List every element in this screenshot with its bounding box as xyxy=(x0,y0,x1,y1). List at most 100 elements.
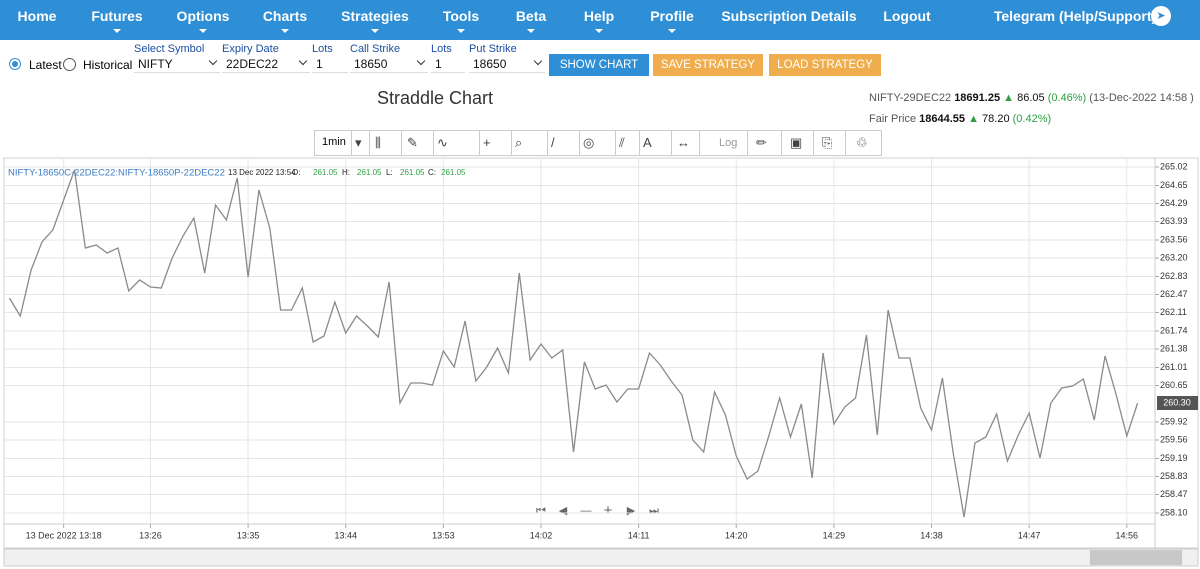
zoom-out-button[interactable]: — xyxy=(581,505,592,517)
nav-caret xyxy=(281,29,289,33)
input-box[interactable]: 1 xyxy=(431,55,465,73)
select-box[interactable]: 18650 xyxy=(350,55,428,73)
y-tick-label: 260.65 xyxy=(1160,380,1188,390)
nav-item[interactable]: Beta xyxy=(515,8,547,24)
toolbar-divider xyxy=(699,131,700,155)
x-tick-label: 14:29 xyxy=(823,530,846,540)
toolbar-icon[interactable]: ⌕ xyxy=(515,135,523,150)
nav-item[interactable]: Telegram (Help/Support) xyxy=(993,8,1157,24)
zoom-in-button[interactable]: + xyxy=(604,502,613,519)
radio-label: Historical xyxy=(83,58,133,72)
telegram-icon: ➤ xyxy=(1151,6,1171,26)
radio-label: Latest xyxy=(29,58,62,72)
x-tick-label: 14:02 xyxy=(530,530,553,540)
legend-ohlc-label: C: xyxy=(428,168,436,177)
toolbar-icon[interactable]: ◎ xyxy=(583,135,595,150)
fair-change: 78.20 xyxy=(982,113,1010,125)
radio-historical[interactable] xyxy=(63,58,76,71)
toolbar-divider xyxy=(813,131,814,155)
nav-item[interactable]: Tools xyxy=(442,8,480,24)
toolbar-icon[interactable]: ▣ xyxy=(790,135,803,150)
up-arrow: ▲ xyxy=(1003,92,1015,104)
toolbar-icon[interactable]: ⎘ xyxy=(822,135,833,150)
legend-ohlc-label: O: xyxy=(292,168,300,177)
fair-price: 18644.55 xyxy=(919,113,966,125)
y-tick-label: 261.74 xyxy=(1160,325,1188,335)
scrollbar[interactable] xyxy=(3,548,1199,567)
load-strategy-button[interactable]: LOAD STRATEGY xyxy=(769,54,881,76)
select-box[interactable]: NIFTY xyxy=(134,55,220,73)
radio-latest[interactable] xyxy=(9,58,21,70)
show-chart-button[interactable]: SHOW CHART xyxy=(549,54,649,76)
nav-item[interactable]: Logout xyxy=(883,8,931,24)
x-tick-label: 14:11 xyxy=(628,530,650,540)
x-tick-label: 14:20 xyxy=(725,530,748,540)
y-tick-label: 263.93 xyxy=(1160,216,1188,226)
toolbar-divider xyxy=(615,131,616,155)
nav-item[interactable]: Options xyxy=(176,8,230,24)
toolbar-icon[interactable]: A xyxy=(643,135,652,150)
toolbar-divider xyxy=(639,131,640,155)
quote-change: 86.05 xyxy=(1017,92,1045,104)
next-button[interactable]: ▶ xyxy=(627,505,636,517)
y-tick-label: 262.83 xyxy=(1160,271,1188,281)
toolbar-icon[interactable]: ⫼ xyxy=(375,135,381,150)
y-tick-label: 259.56 xyxy=(1160,434,1188,444)
quote-line: NIFTY-29DEC22 18691.25 ▲ 86.05 (0.46%) (… xyxy=(869,92,1194,104)
select-box[interactable]: 22DEC22 xyxy=(222,55,310,73)
field-value: 18650 xyxy=(354,57,388,71)
toolbar-icon[interactable]: ↔ xyxy=(677,135,690,150)
input-box[interactable]: 1 xyxy=(312,55,348,73)
nav-caret xyxy=(199,29,207,33)
x-tick-label: 14:56 xyxy=(1116,530,1139,540)
fair-pct: (0.42%) xyxy=(1012,113,1052,125)
y-tick-label: 263.56 xyxy=(1160,234,1188,244)
prev-button[interactable]: ◀ xyxy=(559,505,568,517)
x-tick-label: 13:44 xyxy=(334,530,357,540)
toolbar-icon[interactable]: ✏ xyxy=(756,135,767,150)
nav-item[interactable]: Futures xyxy=(91,8,143,24)
field-label: Lots xyxy=(312,43,333,55)
up-arrow: ▲ xyxy=(968,113,979,125)
nav-item[interactable]: Charts xyxy=(262,8,308,24)
nav-item[interactable]: Home xyxy=(17,8,57,24)
last-button[interactable]: ⏭ xyxy=(649,505,659,517)
nav-item[interactable]: Strategies xyxy=(341,8,409,24)
field-label: Call Strike xyxy=(350,43,401,55)
save-strategy-button[interactable]: SAVE STRATEGY xyxy=(653,54,763,76)
chevron xyxy=(208,56,218,66)
y-tick-label: 262.47 xyxy=(1160,289,1188,299)
field-label: Put Strike xyxy=(469,43,517,55)
nav-item[interactable]: Profile xyxy=(650,8,694,24)
nav-caret xyxy=(527,29,535,33)
y-tick-label: 262.11 xyxy=(1160,307,1187,317)
toolbar-icon[interactable]: ♲ xyxy=(856,135,868,150)
interval-select[interactable]: 1min xyxy=(322,136,346,148)
y-tick-label: 261.01 xyxy=(1160,362,1188,372)
nav-item[interactable]: Subscription Details xyxy=(721,8,857,24)
legend-ohlc-value: 261.05 xyxy=(357,168,382,177)
y-tick-label: 261.38 xyxy=(1160,343,1188,353)
select-box[interactable]: 18650 xyxy=(469,55,545,73)
toolbar-icon[interactable]: ▾ xyxy=(355,135,362,150)
toolbar-icon[interactable]: ⫽ xyxy=(619,135,625,150)
chevron xyxy=(298,56,308,66)
nav-item[interactable]: Help xyxy=(583,8,615,24)
toolbar-divider xyxy=(351,131,352,155)
toolbar-icon[interactable]: ∿ xyxy=(437,135,448,150)
toolbar-icon[interactable]: + xyxy=(483,135,491,150)
toolbar-icon[interactable]: ✎ xyxy=(407,135,418,150)
legend-ohlc-value: 261.05 xyxy=(313,168,338,177)
x-tick-label: 13:26 xyxy=(139,530,162,540)
legend-ohlc-value: 261.05 xyxy=(441,168,466,177)
field-value: 1 xyxy=(316,57,323,71)
toolbar-icon[interactable]: / xyxy=(551,135,555,150)
field-value: NIFTY xyxy=(138,57,173,71)
x-tick-label: 13 Dec 2022 13:18 xyxy=(26,530,102,540)
y-tick-label: 265.02 xyxy=(1160,161,1188,171)
toolbar: 1min Log ▾ ⫼ ✎ ∿ + ⌕ / ◎ ⫽ A ↔ ✏ ▣ ⎘ ♲ xyxy=(314,130,882,156)
log-toggle[interactable]: Log xyxy=(719,137,738,149)
x-tick-label: 13:35 xyxy=(237,530,260,540)
y-tick-label: 259.19 xyxy=(1160,453,1188,463)
scrollbar-thumb[interactable] xyxy=(1090,550,1182,565)
